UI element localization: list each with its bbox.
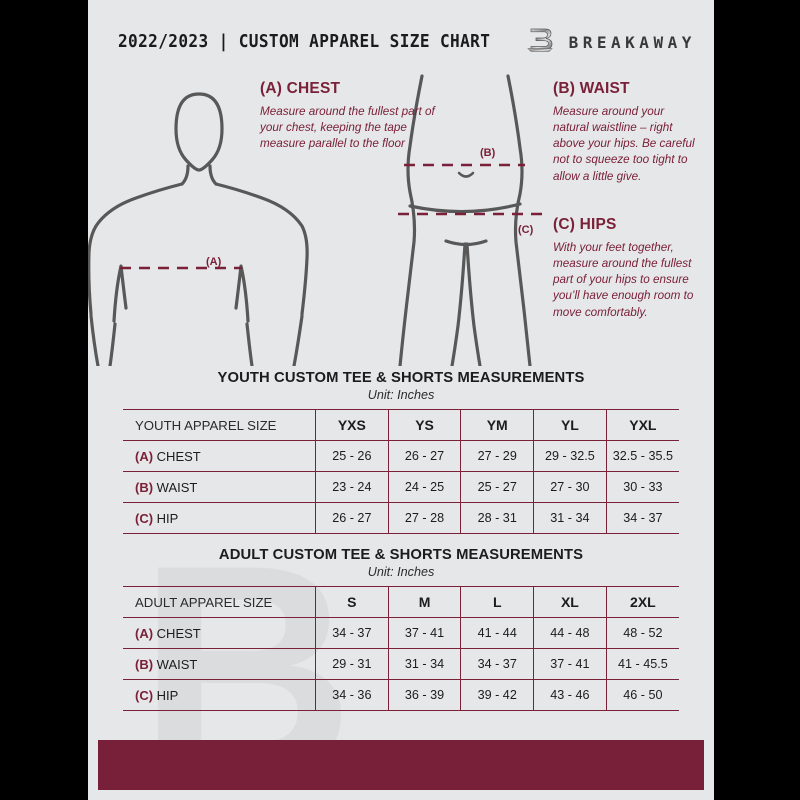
adult-chest-0: 34 - 37 bbox=[315, 617, 389, 649]
youth-size-col-2: YM bbox=[460, 409, 534, 441]
row-label-text: CHEST bbox=[156, 448, 201, 464]
adult-measurements-block: ADULT CUSTOM TEE & SHORTS MEASUREMENTS U… bbox=[123, 547, 679, 711]
measurement-illustrations: (A) (B) (C) (A) CHEST Measure around the… bbox=[88, 66, 714, 366]
adult-waist-3: 37 - 41 bbox=[533, 648, 607, 680]
adult-size-col-1: M bbox=[387, 586, 461, 618]
table-row: (C) HIP 26 - 27 27 - 28 28 - 31 31 - 34 … bbox=[123, 502, 679, 534]
adult-hip-4: 46 - 50 bbox=[605, 679, 679, 711]
callout-chest: (A) CHEST Measure around the fullest par… bbox=[260, 80, 435, 152]
callout-hips: (C) HIPS With your feet together, measur… bbox=[553, 216, 705, 321]
youth-waist-4: 30 - 33 bbox=[605, 471, 679, 503]
row-label-text: CHEST bbox=[156, 625, 201, 641]
callout-chest-heading: (A) CHEST bbox=[260, 80, 341, 97]
row-tag: (C) bbox=[135, 510, 154, 526]
youth-size-col-3: YL bbox=[533, 409, 607, 441]
youth-size-col-1: YS bbox=[387, 409, 461, 441]
adult-hip-2: 39 - 42 bbox=[460, 679, 534, 711]
youth-chest-0: 25 - 26 bbox=[315, 440, 389, 472]
youth-table-unit: Unit: Inches bbox=[367, 388, 435, 402]
table-header-row: YOUTH APPAREL SIZE YXS YS YM YL YXL bbox=[123, 409, 679, 441]
youth-waist-3: 27 - 30 bbox=[533, 471, 607, 503]
adult-chest-3: 44 - 48 bbox=[533, 617, 607, 649]
row-tag: (A) bbox=[135, 448, 154, 464]
table-row: (B) WAIST 29 - 31 31 - 34 34 - 37 37 - 4… bbox=[123, 648, 679, 680]
adult-size-col-0: S bbox=[315, 586, 389, 618]
table-row: (B) WAIST 23 - 24 24 - 25 25 - 27 27 - 3… bbox=[123, 471, 679, 503]
youth-row-label-hip: (C) HIP bbox=[123, 502, 316, 534]
torso-figure bbox=[88, 92, 309, 366]
youth-row-label-waist: (B) WAIST bbox=[123, 471, 316, 503]
youth-chest-1: 26 - 27 bbox=[387, 440, 461, 472]
youth-waist-0: 23 - 24 bbox=[315, 471, 389, 503]
youth-hip-3: 31 - 34 bbox=[533, 502, 607, 534]
youth-chest-4: 32.5 - 35.5 bbox=[605, 440, 679, 472]
youth-hip-1: 27 - 28 bbox=[387, 502, 461, 534]
callout-waist: (B) WAIST Measure around your natural wa… bbox=[553, 80, 703, 185]
adult-waist-1: 31 - 34 bbox=[387, 648, 461, 680]
size-chart-page: B 2022/2023 | CUSTOM APPAREL SIZE CHART bbox=[88, 0, 714, 800]
callout-chest-body: Measure around the fullest part of your … bbox=[260, 105, 435, 151]
youth-hip-4: 34 - 37 bbox=[605, 502, 679, 534]
callout-hips-heading: (C) HIPS bbox=[553, 216, 617, 233]
footer-accent-bar bbox=[98, 740, 704, 790]
row-label-text: WAIST bbox=[156, 656, 198, 672]
row-tag: (B) bbox=[135, 656, 154, 672]
youth-hip-2: 28 - 31 bbox=[460, 502, 534, 534]
adult-chest-4: 48 - 52 bbox=[605, 617, 679, 649]
chest-measure-tag: (A) bbox=[206, 256, 222, 268]
youth-size-label: YOUTH APPAREL SIZE bbox=[123, 409, 316, 441]
lower-body-figure bbox=[398, 74, 532, 366]
row-label-text: HIP bbox=[156, 510, 179, 526]
youth-chest-3: 29 - 32.5 bbox=[533, 440, 607, 472]
youth-chest-2: 27 - 29 bbox=[460, 440, 534, 472]
youth-hip-0: 26 - 27 bbox=[315, 502, 389, 534]
brand-lockup: BREAKAWAY bbox=[523, 23, 696, 62]
adult-hip-3: 43 - 46 bbox=[533, 679, 607, 711]
row-tag: (A) bbox=[135, 625, 154, 641]
hips-measure-tag: (C) bbox=[518, 224, 534, 236]
callout-waist-body: Measure around your natural waistline – … bbox=[553, 105, 695, 183]
page-title: 2022/2023 | CUSTOM APPAREL SIZE CHART bbox=[118, 32, 491, 52]
table-row: (A) CHEST 25 - 26 26 - 27 27 - 29 29 - 3… bbox=[123, 440, 679, 472]
youth-waist-2: 25 - 27 bbox=[460, 471, 534, 503]
brand-name: BREAKAWAY bbox=[568, 32, 696, 52]
youth-measurements-table: YOUTH APPAREL SIZE YXS YS YM YL YXL (A) … bbox=[123, 409, 679, 534]
row-label-text: WAIST bbox=[156, 479, 198, 495]
youth-row-label-chest: (A) CHEST bbox=[123, 440, 316, 472]
breakaway-b-logo-icon bbox=[523, 23, 557, 62]
row-tag: (C) bbox=[135, 687, 154, 703]
page-header: 2022/2023 | CUSTOM APPAREL SIZE CHART bbox=[88, 22, 714, 62]
row-tag: (B) bbox=[135, 479, 154, 495]
youth-waist-1: 24 - 25 bbox=[387, 471, 461, 503]
adult-row-label-chest: (A) CHEST bbox=[123, 617, 316, 649]
adult-hip-1: 36 - 39 bbox=[387, 679, 461, 711]
adult-row-label-hip: (C) HIP bbox=[123, 679, 316, 711]
body-figures-svg bbox=[88, 74, 549, 366]
table-row: (C) HIP 34 - 36 36 - 39 39 - 42 43 - 46 … bbox=[123, 679, 679, 711]
youth-measurements-block: YOUTH CUSTOM TEE & SHORTS MEASUREMENTS U… bbox=[123, 370, 679, 534]
adult-table-unit: Unit: Inches bbox=[367, 565, 435, 579]
adult-chest-1: 37 - 41 bbox=[387, 617, 461, 649]
adult-table-title: ADULT CUSTOM TEE & SHORTS MEASUREMENTS bbox=[218, 547, 584, 563]
adult-waist-4: 41 - 45.5 bbox=[605, 648, 679, 680]
callout-waist-heading: (B) WAIST bbox=[553, 80, 630, 97]
adult-hip-0: 34 - 36 bbox=[315, 679, 389, 711]
adult-chest-2: 41 - 44 bbox=[460, 617, 534, 649]
callout-hips-body: With your feet together, measure around … bbox=[553, 241, 694, 319]
adult-measurements-table: ADULT APPAREL SIZE S M L XL 2XL (A) CHES… bbox=[123, 586, 679, 711]
adult-size-col-4: 2XL bbox=[605, 586, 679, 618]
table-row: (A) CHEST 34 - 37 37 - 41 41 - 44 44 - 4… bbox=[123, 617, 679, 649]
youth-table-title: YOUTH CUSTOM TEE & SHORTS MEASUREMENTS bbox=[217, 370, 585, 386]
table-header-row: ADULT APPAREL SIZE S M L XL 2XL bbox=[123, 586, 679, 618]
adult-waist-2: 34 - 37 bbox=[460, 648, 534, 680]
adult-size-label: ADULT APPAREL SIZE bbox=[123, 586, 316, 618]
youth-size-col-4: YXL bbox=[605, 409, 679, 441]
row-label-text: HIP bbox=[156, 687, 179, 703]
adult-size-col-2: L bbox=[460, 586, 534, 618]
adult-size-col-3: XL bbox=[533, 586, 607, 618]
adult-waist-0: 29 - 31 bbox=[315, 648, 389, 680]
adult-row-label-waist: (B) WAIST bbox=[123, 648, 316, 680]
waist-measure-tag: (B) bbox=[480, 147, 496, 159]
youth-size-col-0: YXS bbox=[315, 409, 389, 441]
